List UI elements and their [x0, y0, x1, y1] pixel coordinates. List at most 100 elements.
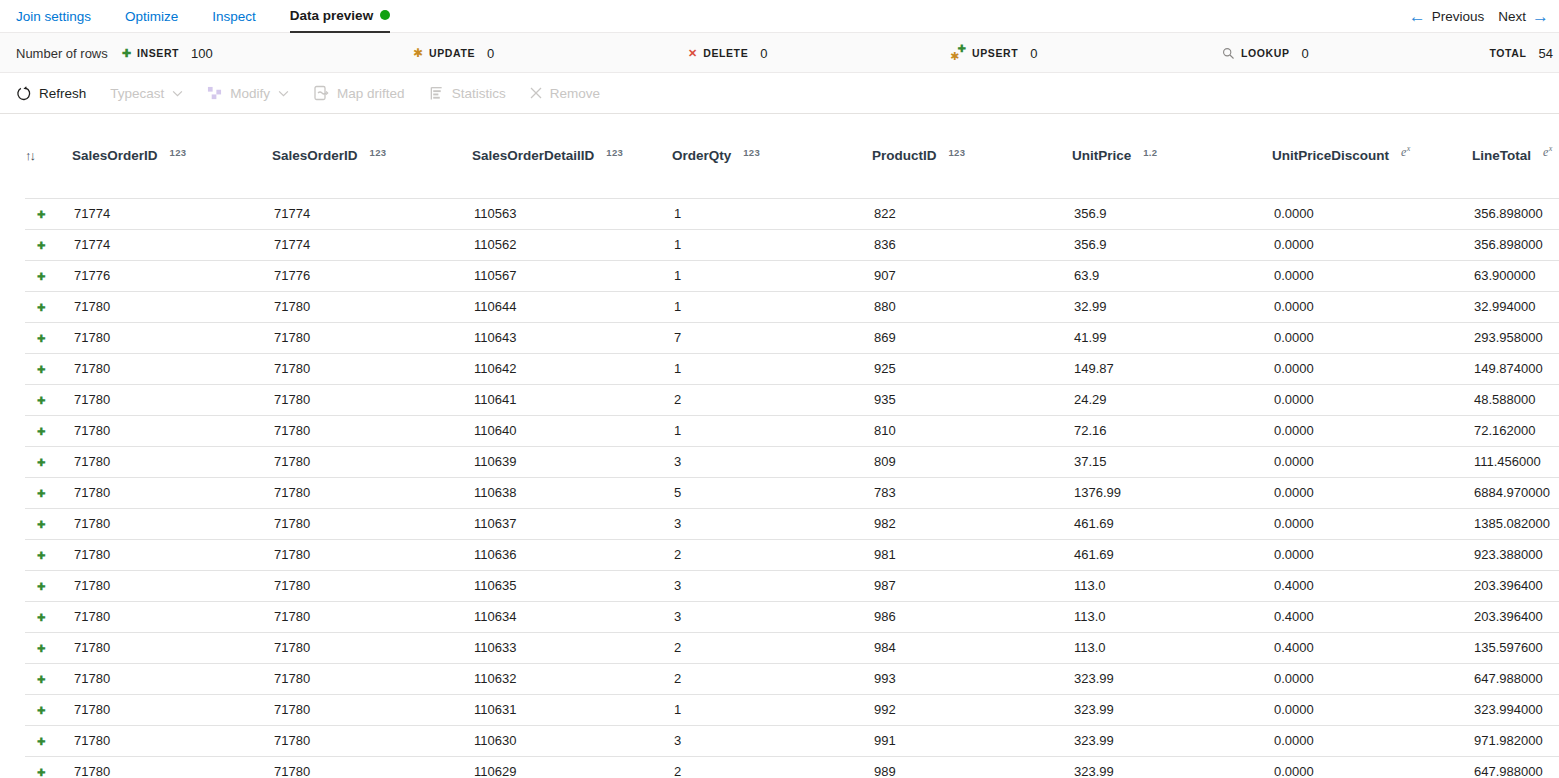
table-cell: 110567 — [472, 260, 672, 291]
table-row[interactable]: ✚71780717801106303991323.990.0000971.982… — [25, 725, 1559, 756]
insert-row-plus-icon: ✚ — [25, 260, 72, 291]
refresh-button[interactable]: Refresh — [16, 86, 86, 101]
column-header-linetotal[interactable]: LineTotalex — [1472, 114, 1559, 198]
table-row[interactable]: ✚71780717801106353987113.00.4000203.3964… — [25, 570, 1559, 601]
table-cell: 71780 — [72, 508, 272, 539]
table-row[interactable]: ✚7178071780110640181072.160.000072.16200… — [25, 415, 1559, 446]
stat-upsert: ✱✚ UPSERT 0 — [950, 33, 1037, 73]
table-cell: 1 — [672, 353, 872, 384]
table-cell: 0.0000 — [1272, 694, 1472, 725]
table-cell: 0.0000 — [1272, 508, 1472, 539]
table-cell: 323.99 — [1072, 756, 1272, 778]
table-cell: 110639 — [472, 446, 672, 477]
table-cell: 993 — [872, 663, 1072, 694]
table-cell: 3 — [672, 446, 872, 477]
typecast-button[interactable]: Typecast — [110, 86, 183, 101]
insert-row-plus-icon: ✚ — [25, 477, 72, 508]
table-cell: 2 — [672, 384, 872, 415]
remove-label: Remove — [550, 86, 600, 101]
tab-optimize[interactable]: Optimize — [125, 0, 178, 33]
column-header-salesorderid[interactable]: SalesOrderID123 — [72, 114, 272, 198]
column-header-salesorderdetailid[interactable]: SalesOrderDetailID123 — [472, 114, 672, 198]
insert-row-plus-icon: ✚ — [25, 229, 72, 260]
table-cell: 71780 — [272, 756, 472, 778]
stat-lookup: LOOKUP 0 — [1222, 33, 1309, 73]
table-cell: 1 — [672, 260, 872, 291]
table-cell: 356.9 — [1072, 229, 1272, 260]
column-header-unitprice[interactable]: UnitPrice1.2 — [1072, 114, 1272, 198]
table-cell: 110563 — [472, 198, 672, 229]
table-cell: 71780 — [72, 477, 272, 508]
insert-row-plus-icon: ✚ — [25, 632, 72, 663]
table-cell: 1385.082000 — [1472, 508, 1559, 539]
chevron-down-icon — [278, 90, 289, 97]
table-row[interactable]: ✚7178071780110643786941.990.0000293.9580… — [25, 322, 1559, 353]
stat-total: TOTAL 54 — [1490, 33, 1554, 73]
table-cell: 1376.99 — [1072, 477, 1272, 508]
insert-row-plus-icon: ✚ — [25, 291, 72, 322]
table-row[interactable]: ✚7177671776110567190763.90.000063.900000 — [25, 260, 1559, 291]
table-cell: 71780 — [272, 539, 472, 570]
sort-icon: ↑↓ — [25, 148, 34, 163]
insert-row-plus-icon: ✚ — [25, 508, 72, 539]
column-header-productid[interactable]: ProductID123 — [872, 114, 1072, 198]
table-row[interactable]: ✚71780717801106373982461.690.00001385.08… — [25, 508, 1559, 539]
table-row[interactable]: ✚71780717801106311992323.990.0000323.994… — [25, 694, 1559, 725]
column-header-unitpricediscount[interactable]: UnitPriceDiscountex — [1272, 114, 1472, 198]
column-header-orderqty[interactable]: OrderQty123 — [672, 114, 872, 198]
previous-button[interactable]: ← Previous — [1409, 8, 1485, 25]
table-cell: 41.99 — [1072, 322, 1272, 353]
green-status-dot-icon — [380, 10, 390, 20]
table-cell: 293.958000 — [1472, 322, 1559, 353]
table-cell: 0.0000 — [1272, 756, 1472, 778]
table-row[interactable]: ✚71774717741105631822356.90.0000356.8980… — [25, 198, 1559, 229]
table-cell: 323.99 — [1072, 725, 1272, 756]
column-header-salesorderid[interactable]: SalesOrderID123 — [272, 114, 472, 198]
table-row[interactable]: ✚717807178011063857831376.990.00006884.9… — [25, 477, 1559, 508]
table-row[interactable]: ✚7178071780110641293524.290.000048.58800… — [25, 384, 1559, 415]
table-cell: 5 — [672, 477, 872, 508]
map-drifted-label: Map drifted — [337, 86, 405, 101]
table-cell: 71780 — [272, 446, 472, 477]
table-row[interactable]: ✚71780717801106292989323.990.0000647.988… — [25, 756, 1559, 778]
table-cell: 810 — [872, 415, 1072, 446]
insert-row-plus-icon: ✚ — [25, 694, 72, 725]
sort-button[interactable]: ↑↓ — [25, 114, 72, 198]
modify-button[interactable]: Modify — [207, 86, 289, 101]
table-row[interactable]: ✚7178071780110644188032.990.000032.99400… — [25, 291, 1559, 322]
table-cell: 113.0 — [1072, 601, 1272, 632]
table-row[interactable]: ✚71780717801106343986113.00.4000203.3964… — [25, 601, 1559, 632]
remove-button[interactable]: Remove — [530, 86, 600, 101]
table-cell: 3 — [672, 725, 872, 756]
table-row[interactable]: ✚71780717801106362981461.690.0000923.388… — [25, 539, 1559, 570]
table-cell: 113.0 — [1072, 570, 1272, 601]
table-row[interactable]: ✚71780717801106332984113.00.4000135.5976… — [25, 632, 1559, 663]
total-label: TOTAL — [1490, 47, 1527, 59]
tab-inspect[interactable]: Inspect — [212, 0, 256, 33]
table-row[interactable]: ✚71774717741105621836356.90.0000356.8980… — [25, 229, 1559, 260]
tab-data-preview[interactable]: Data preview — [290, 0, 390, 33]
tab-join-settings[interactable]: Join settings — [16, 0, 91, 33]
table-cell: 63.900000 — [1472, 260, 1559, 291]
table-cell: 71780 — [72, 291, 272, 322]
table-cell: 3 — [672, 570, 872, 601]
column-name: SalesOrderID — [272, 148, 358, 163]
table-row[interactable]: ✚71780717801106421925149.870.0000149.874… — [25, 353, 1559, 384]
table-cell: 987 — [872, 570, 1072, 601]
table-cell: 71780 — [272, 322, 472, 353]
table-cell: 71774 — [72, 229, 272, 260]
column-type-icon: 123 — [743, 147, 760, 158]
table-cell: 783 — [872, 477, 1072, 508]
map-drifted-button[interactable]: Map drifted — [313, 85, 405, 101]
table-cell: 71776 — [72, 260, 272, 291]
insert-row-plus-icon: ✚ — [25, 353, 72, 384]
table-cell: 71780 — [272, 291, 472, 322]
table-cell: 971.982000 — [1472, 725, 1559, 756]
table-row[interactable]: ✚71780717801106322993323.990.0000647.988… — [25, 663, 1559, 694]
statistics-button[interactable]: Statistics — [429, 86, 506, 101]
table-row[interactable]: ✚7178071780110639380937.150.0000111.4560… — [25, 446, 1559, 477]
table-cell: 880 — [872, 291, 1072, 322]
update-value: 0 — [487, 46, 494, 61]
table-cell: 1 — [672, 694, 872, 725]
next-button[interactable]: Next → — [1498, 8, 1549, 25]
